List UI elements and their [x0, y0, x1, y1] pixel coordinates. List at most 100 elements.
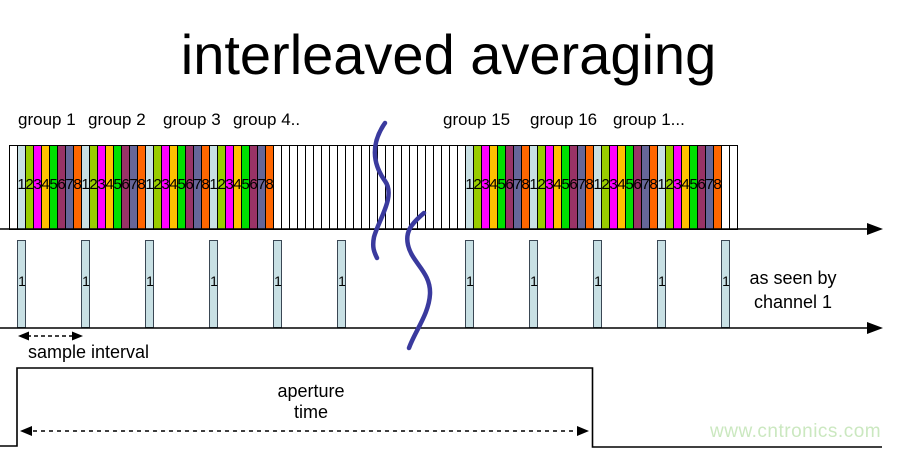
channel-bar: 4	[553, 146, 562, 229]
watermark: www.cntronics.com	[710, 421, 882, 442]
blank-bar	[297, 146, 305, 229]
channel-bar: 1	[81, 146, 90, 229]
sample-number: 1	[274, 273, 282, 289]
diagram-title: interleaved averaging	[180, 23, 717, 86]
channel-bar: 1	[593, 146, 602, 229]
channel-bar: 8	[713, 146, 722, 229]
timeline2-arrowhead-icon	[867, 322, 883, 334]
channel-bar: 4	[105, 146, 114, 229]
channel-bar: 3	[481, 146, 490, 229]
channel1-sample-bar: 1	[209, 240, 218, 328]
channel1-caption-line2: channel 1	[753, 292, 833, 312]
blank-bar	[361, 146, 369, 229]
sample-number: 1	[338, 273, 346, 289]
channel-bar: 8	[585, 146, 594, 229]
channel-bar: 4	[617, 146, 626, 229]
channel-bar: 3	[673, 146, 682, 229]
channel1-sample-bar: 1	[465, 240, 474, 328]
channel1-sample-bar: 1	[81, 240, 90, 328]
group-label-right-2: group 1...	[613, 110, 685, 129]
channel1-caption: as seen by channel 1	[726, 266, 860, 314]
channel-bar: 5	[177, 146, 186, 229]
sample-number: 1	[210, 273, 218, 289]
sample-number: 1	[722, 273, 730, 289]
channel1-sample-bar: 1	[593, 240, 602, 328]
channel-bar: 5	[561, 146, 570, 229]
blank-bar	[729, 146, 737, 229]
break-squiggle-bottom	[405, 210, 433, 351]
channel-bar: 3	[545, 146, 554, 229]
channel-bar: 1	[529, 146, 538, 229]
sample-number: 1	[658, 273, 666, 289]
blank-bar	[425, 146, 433, 229]
blank-bar	[441, 146, 449, 229]
aperture-time-label: aperture time	[250, 381, 372, 423]
channel-bar: 8	[649, 146, 658, 229]
sample-number: 1	[82, 273, 90, 289]
sample-interval-label: sample interval	[28, 342, 150, 362]
channel-bar: 8	[201, 146, 210, 229]
channel-bar: 7	[193, 146, 202, 229]
channel-bar: 1	[145, 146, 154, 229]
blank-bar	[401, 146, 409, 229]
blank-bar	[393, 146, 401, 229]
sample-number: 1	[530, 273, 538, 289]
channel1-sample-bar: 1	[273, 240, 282, 328]
aperture-arrowhead-right-icon	[577, 426, 589, 436]
channel1-sample-bar: 1	[721, 240, 730, 328]
channel1-caption-line1: as seen by	[749, 268, 837, 288]
channel-bar: 3	[609, 146, 618, 229]
channel1-sample-bar: 1	[657, 240, 666, 328]
group-label-right-1: group 16	[530, 110, 598, 129]
channel-bar: 5	[49, 146, 58, 229]
blank-bar	[281, 146, 289, 229]
blank-bar	[345, 146, 353, 229]
blank-bar	[417, 146, 425, 229]
blank-bar	[329, 146, 337, 229]
sample-interval-arrowhead-right-icon	[72, 331, 83, 341]
channel-bar: 7	[577, 146, 586, 229]
blank-bar	[353, 146, 361, 229]
channel-bar: 5	[625, 146, 634, 229]
channel1-sample-bar: 1	[529, 240, 538, 328]
channel-bar: 1	[209, 146, 218, 229]
channel-bar: 5	[497, 146, 506, 229]
blank-bar	[305, 146, 313, 229]
channel-bar: 6	[697, 146, 706, 229]
sample-number: 1	[146, 273, 154, 289]
channel-bar: 1	[465, 146, 474, 229]
channel-bar: 7	[641, 146, 650, 229]
channel-bar: 4	[489, 146, 498, 229]
channel-bar: 8	[73, 146, 82, 229]
blank-bar	[385, 146, 393, 229]
blank-bar	[721, 146, 729, 229]
channel-bar: 2	[537, 146, 546, 229]
blank-bar	[377, 146, 385, 229]
channel-bar: 6	[249, 146, 258, 229]
blank-bar	[449, 146, 457, 229]
channel-bar: 6	[633, 146, 642, 229]
channel-bar: 2	[25, 146, 34, 229]
blank-bar	[369, 146, 377, 229]
channel1-sample-bar: 1	[337, 240, 346, 328]
sample-number: 1	[466, 273, 474, 289]
channel-bar: 8	[265, 146, 274, 229]
timeline1-arrowhead-icon	[867, 223, 883, 235]
group-label-left-0: group 1	[18, 110, 76, 129]
channel1-sample-bar: 1	[145, 240, 154, 328]
channel-bar: 4	[169, 146, 178, 229]
channel-bar: 2	[153, 146, 162, 229]
channel-bar: 6	[569, 146, 578, 229]
channel-bar: 5	[113, 146, 122, 229]
channel-bar: 2	[89, 146, 98, 229]
blank-bar	[289, 146, 297, 229]
blank-bar	[409, 146, 417, 229]
channel-bar: 6	[57, 146, 66, 229]
channel1-sample-bar: 1	[17, 240, 26, 328]
group-label-left-3: group 4..	[233, 110, 301, 129]
sample-number: 1	[18, 273, 26, 289]
channel-bar: 1	[657, 146, 666, 229]
channel-bar: 2	[601, 146, 610, 229]
